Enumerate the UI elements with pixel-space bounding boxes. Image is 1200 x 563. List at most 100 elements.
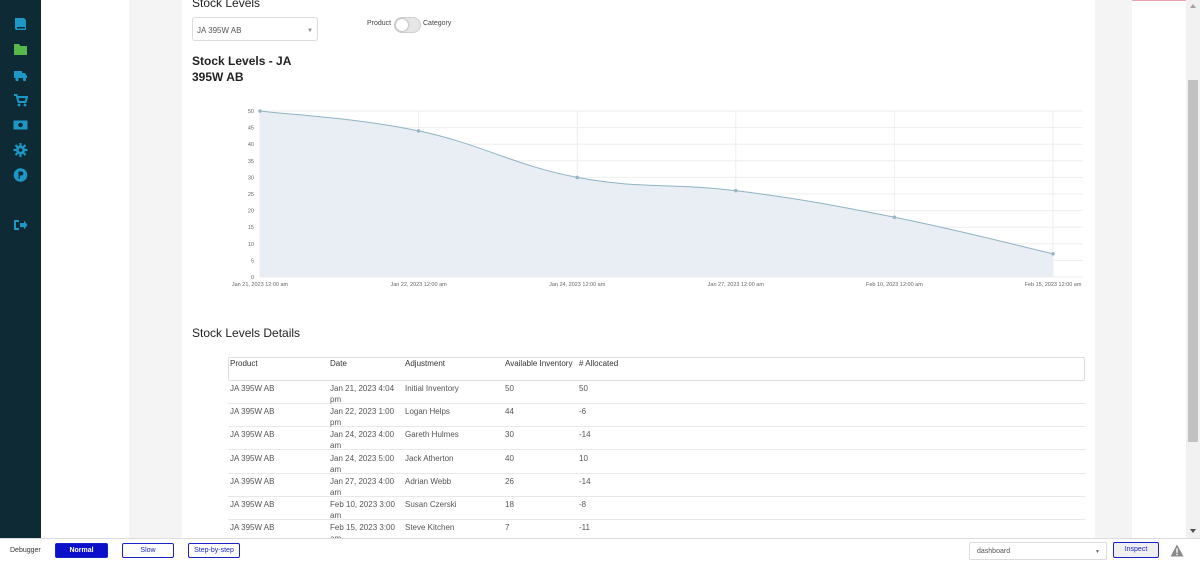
stock-levels-chart: 0 5 10 15 20 25 30 35 40 45 50 Jan 21, 2023 12:00 a… bbox=[232, 109, 1083, 288]
table-row: JA 395W AB Jan 21, 2023 4:04 pm Initial In… bbox=[228, 381, 1085, 404]
truck-icon[interactable] bbox=[13, 68, 28, 82]
toggle-label-product: Product bbox=[367, 20, 392, 27]
toggle-knob bbox=[396, 19, 408, 31]
y-tick-label: 20 bbox=[248, 209, 254, 215]
cell-date: Jan 21, 2023 4:04 pm bbox=[330, 384, 395, 404]
gear-icon[interactable] bbox=[13, 143, 28, 157]
debugger-bar: Debugger Normal Slow Step-by-step dashbo… bbox=[0, 538, 1200, 563]
x-tick-label: Jan 21, 2023 12:00 am bbox=[232, 282, 289, 288]
sign-out-icon[interactable] bbox=[13, 218, 28, 232]
cell-available: 40 bbox=[505, 453, 514, 463]
cell-product: JA 395W AB bbox=[230, 523, 275, 533]
cell-adjustment: Gareth Hulmes bbox=[405, 430, 459, 440]
chevron-down-icon: ▼ bbox=[1095, 549, 1100, 555]
scrollbar-thumb[interactable] bbox=[1188, 80, 1198, 442]
folder-icon[interactable] bbox=[13, 42, 28, 56]
normal-button[interactable]: Normal bbox=[55, 543, 108, 558]
cell-available: 18 bbox=[505, 500, 514, 509]
table-row: JA 395W AB Feb 10, 2023 3:00 am Susan Czer… bbox=[228, 497, 1085, 520]
scroll-down-icon[interactable] bbox=[1190, 529, 1196, 533]
cell-date: Jan 22, 2023 1:00 pm bbox=[330, 407, 395, 428]
col-header-product: Product bbox=[230, 359, 258, 368]
cell-available: 30 bbox=[505, 430, 514, 440]
series-area bbox=[260, 111, 1053, 277]
y-tick-label: 40 bbox=[248, 142, 254, 148]
toggle-switch[interactable] bbox=[394, 17, 421, 33]
x-tick-label: Jan 27, 2023 12:00 am bbox=[708, 282, 765, 288]
x-tick-label: Jan 24, 2023 12:00 am bbox=[549, 282, 606, 288]
stock-levels-heading: Stock Levels bbox=[192, 0, 261, 10]
cell-available: 26 bbox=[505, 476, 514, 486]
parking-icon[interactable] bbox=[13, 168, 28, 182]
page-dropdown-value: dashboard bbox=[977, 548, 1011, 555]
x-tick-label: Feb 15, 2023 12:00 am bbox=[1025, 282, 1082, 288]
cell-adjustment: Logan Helps bbox=[405, 407, 450, 417]
cell-date: Jan 27, 2023 4:00 am bbox=[330, 476, 395, 497]
table-row: JA 395W AB Jan 24, 2023 5:00 am Jack Ather… bbox=[228, 451, 1085, 474]
cell-allocated: -14 bbox=[579, 476, 591, 486]
y-tick-label: 25 bbox=[248, 192, 254, 198]
cell-product: JA 395W AB bbox=[230, 430, 275, 440]
toggle-label-category: Category bbox=[423, 20, 452, 27]
table-row: JA 395W AB Jan 24, 2023 4:00 am Gareth Hul… bbox=[228, 427, 1085, 451]
cell-date: Jan 24, 2023 4:00 am bbox=[330, 430, 395, 451]
data-point[interactable] bbox=[734, 188, 738, 193]
inspect-button[interactable]: Inspect bbox=[1113, 542, 1159, 558]
cell-available: 7 bbox=[505, 523, 510, 533]
slow-button[interactable]: Slow bbox=[122, 543, 174, 558]
table-header-row bbox=[228, 357, 1085, 381]
table-row: JA 395W AB Jan 27, 2023 4:00 am Adrian Web… bbox=[228, 474, 1085, 497]
book-icon[interactable] bbox=[13, 17, 28, 31]
cell-product: JA 395W AB bbox=[230, 500, 275, 509]
y-tick-label: 15 bbox=[248, 225, 254, 231]
cell-allocated: 50 bbox=[579, 384, 588, 393]
cell-allocated: -8 bbox=[579, 500, 587, 509]
money-icon[interactable] bbox=[13, 118, 28, 132]
col-header-available: Available Inventory bbox=[505, 359, 573, 368]
cell-product: JA 395W AB bbox=[230, 453, 275, 463]
page-dropdown[interactable]: dashboard ▼ bbox=[969, 542, 1107, 560]
y-tick-label: 30 bbox=[248, 175, 254, 181]
page-scrollbar[interactable] bbox=[1186, 0, 1200, 538]
y-tick-label: 50 bbox=[248, 109, 254, 115]
product-select[interactable]: JA 395W AB ▼ bbox=[192, 17, 318, 41]
step-by-step-button[interactable]: Step-by-step bbox=[188, 543, 240, 558]
cell-allocated: -11 bbox=[579, 523, 590, 533]
sidebar bbox=[0, 0, 41, 538]
data-point[interactable] bbox=[1051, 251, 1055, 256]
y-tick-label: 45 bbox=[248, 126, 254, 132]
y-tick-label: 35 bbox=[248, 159, 254, 165]
cell-adjustment: Adrian Webb bbox=[405, 476, 452, 486]
cell-date: Jan 24, 2023 5:00 am bbox=[330, 453, 395, 474]
product-select-value: JA 395W AB bbox=[197, 26, 242, 35]
x-tick-label: Jan 22, 2023 12:00 am bbox=[390, 282, 447, 288]
data-point[interactable] bbox=[892, 215, 897, 220]
cell-available: 50 bbox=[505, 384, 514, 393]
chart-title: Stock Levels - JA 395W AB bbox=[192, 54, 291, 84]
data-point[interactable] bbox=[416, 129, 421, 133]
scroll-up-icon[interactable] bbox=[1190, 4, 1196, 8]
left-gutter bbox=[41, 0, 129, 538]
y-tick-label: 0 bbox=[251, 275, 254, 281]
col-header-adjustment: Adjustment bbox=[405, 359, 446, 368]
warning-icon[interactable] bbox=[1170, 544, 1184, 557]
y-tick-label: 10 bbox=[248, 242, 254, 248]
cart-icon[interactable] bbox=[13, 93, 28, 107]
cell-date: Feb 10, 2023 3:00 am bbox=[330, 500, 395, 520]
cell-allocated: 10 bbox=[579, 453, 588, 463]
x-tick-label: Feb 10, 2023 12:00 am bbox=[866, 282, 923, 288]
cell-adjustment: Susan Czerski bbox=[405, 500, 457, 509]
cell-allocated: -6 bbox=[579, 407, 587, 417]
debugger-label: Debugger bbox=[10, 547, 41, 554]
data-point[interactable] bbox=[258, 109, 262, 113]
cell-allocated: -14 bbox=[579, 430, 591, 440]
series-line bbox=[259, 110, 1054, 255]
cell-adjustment: Jack Atherton bbox=[405, 453, 454, 463]
cell-product: JA 395W AB bbox=[230, 407, 275, 417]
cell-product: JA 395W AB bbox=[230, 476, 275, 486]
details-heading: Stock Levels Details bbox=[192, 326, 301, 340]
data-point[interactable] bbox=[575, 175, 579, 180]
y-tick-label: 5 bbox=[251, 258, 254, 264]
col-header-date: Date bbox=[330, 359, 347, 368]
cell-adjustment: Initial Inventory bbox=[405, 384, 459, 393]
